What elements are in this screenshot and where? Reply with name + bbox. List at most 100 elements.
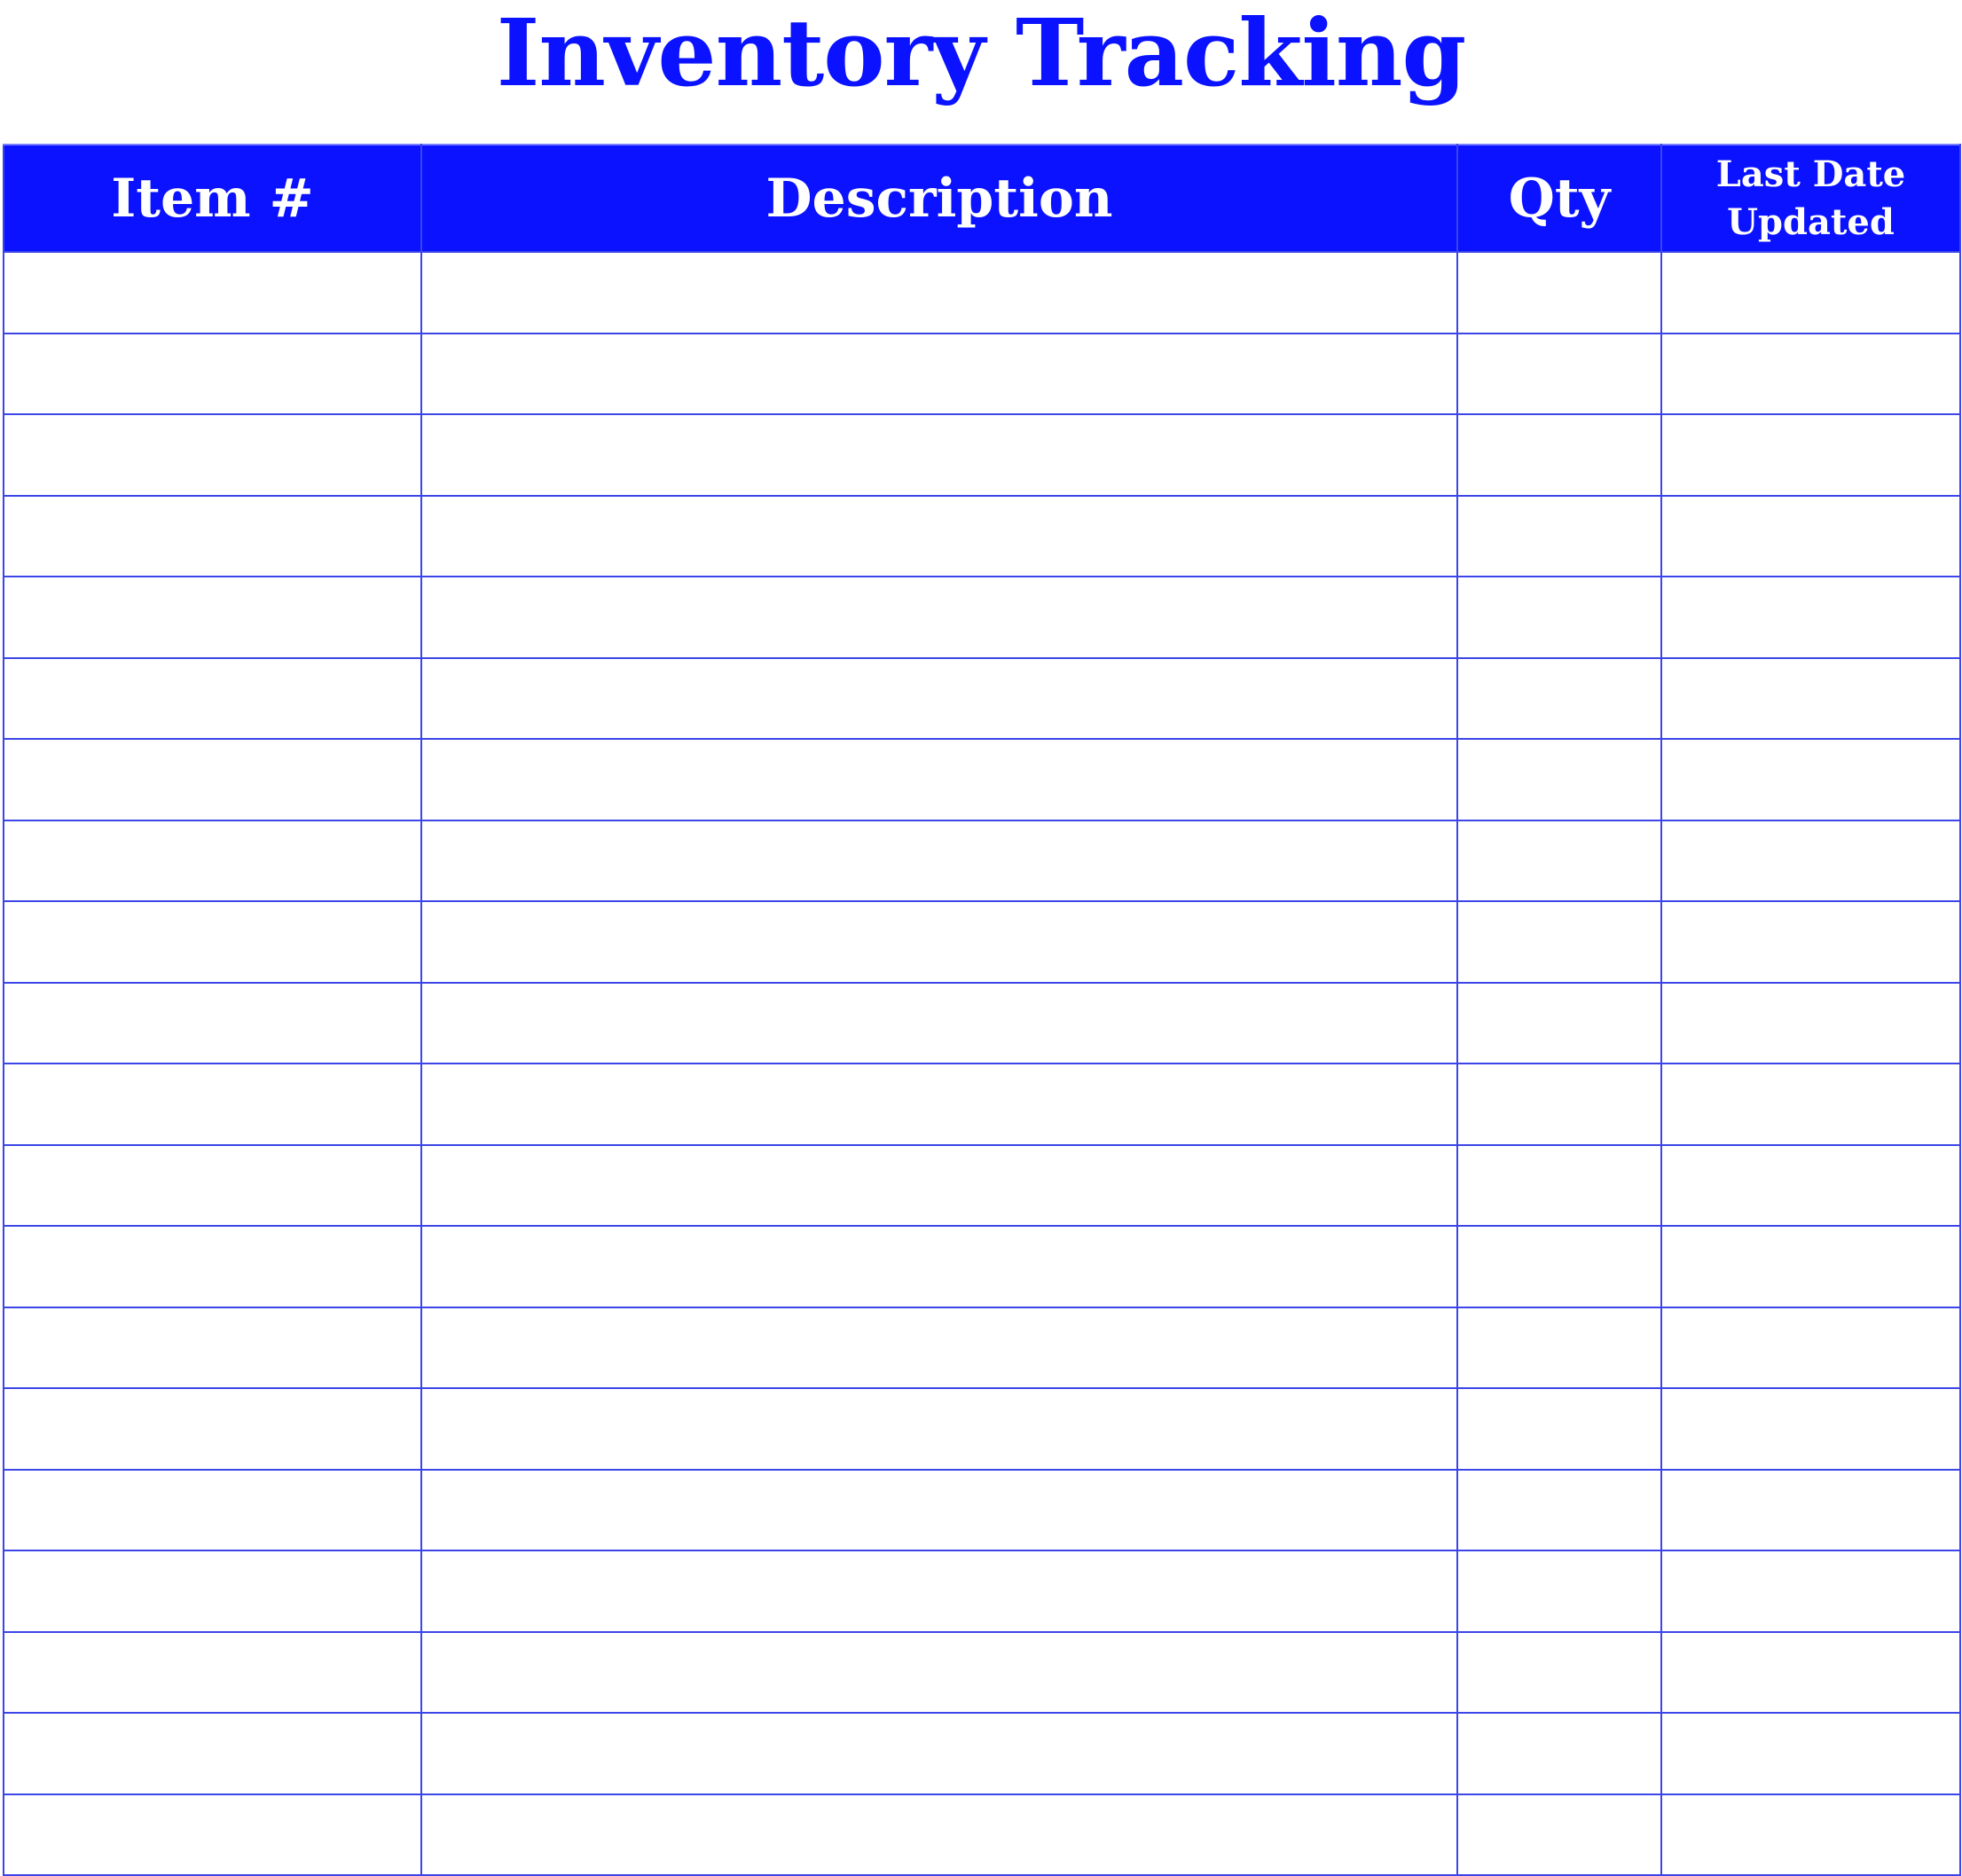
description-cell[interactable] [420, 576, 1458, 659]
last-date-updated-cell[interactable] [1660, 1630, 1961, 1714]
qty-cell[interactable] [1456, 900, 1662, 984]
qty-cell[interactable] [1456, 819, 1662, 902]
last-date-updated-cell[interactable] [1660, 251, 1961, 334]
qty-cell[interactable] [1456, 1712, 1662, 1795]
last-date-updated-cell[interactable] [1660, 1468, 1961, 1551]
last-date-updated-cell[interactable] [1660, 576, 1961, 659]
table-row [3, 1387, 1961, 1471]
description-cell[interactable] [420, 1306, 1458, 1389]
qty-cell[interactable] [1456, 656, 1662, 740]
last-date-updated-cell[interactable] [1660, 332, 1961, 415]
qty-cell[interactable] [1456, 251, 1662, 334]
item-number-cell[interactable] [3, 819, 422, 902]
table-row [3, 1225, 1961, 1308]
qty-cell[interactable] [1456, 494, 1662, 577]
table-row [3, 1063, 1961, 1146]
description-cell[interactable] [420, 819, 1458, 902]
qty-cell[interactable] [1456, 981, 1662, 1064]
item-number-cell[interactable] [3, 1387, 422, 1471]
table-row [3, 1143, 1961, 1227]
qty-cell[interactable] [1456, 332, 1662, 415]
page-title: Inventory Tracking [496, 0, 1467, 107]
table-row [3, 981, 1961, 1064]
table-row [3, 656, 1961, 740]
item-number-cell[interactable] [3, 1630, 422, 1714]
last-date-updated-cell[interactable] [1660, 1712, 1961, 1795]
item-number-cell[interactable] [3, 1063, 422, 1146]
last-date-updated-cell[interactable] [1660, 1225, 1961, 1308]
last-date-updated-cell[interactable] [1660, 738, 1961, 821]
qty-cell[interactable] [1456, 1225, 1662, 1308]
last-date-updated-cell[interactable] [1660, 819, 1961, 902]
description-cell[interactable] [420, 656, 1458, 740]
last-date-updated-cell[interactable] [1660, 1143, 1961, 1227]
description-cell[interactable] [420, 251, 1458, 334]
header-line: Updated [1727, 200, 1895, 243]
item-number-cell[interactable] [3, 1468, 422, 1551]
last-date-updated-cell[interactable] [1660, 1306, 1961, 1389]
qty-cell[interactable] [1456, 413, 1662, 497]
qty-cell[interactable] [1456, 1143, 1662, 1227]
description-cell[interactable] [420, 1468, 1458, 1551]
qty-cell[interactable] [1456, 576, 1662, 659]
item-number-cell[interactable] [3, 1550, 422, 1633]
table-row [3, 494, 1961, 577]
column-header-last-date-updated: Last Date Updated [1660, 144, 1961, 253]
description-cell[interactable] [420, 1712, 1458, 1795]
table-row [3, 738, 1961, 821]
last-date-updated-cell[interactable] [1660, 981, 1961, 1064]
item-number-cell[interactable] [3, 1143, 422, 1227]
qty-cell[interactable] [1456, 1550, 1662, 1633]
item-number-cell[interactable] [3, 413, 422, 497]
table-row [3, 819, 1961, 902]
qty-cell[interactable] [1456, 1793, 1662, 1876]
item-number-cell[interactable] [3, 494, 422, 577]
description-cell[interactable] [420, 1143, 1458, 1227]
qty-cell[interactable] [1456, 1387, 1662, 1471]
table-row [3, 413, 1961, 497]
item-number-cell[interactable] [3, 1793, 422, 1876]
item-number-cell[interactable] [3, 656, 422, 740]
description-cell[interactable] [420, 1387, 1458, 1471]
description-cell[interactable] [420, 1550, 1458, 1633]
item-number-cell[interactable] [3, 1306, 422, 1389]
item-number-cell[interactable] [3, 1712, 422, 1795]
description-cell[interactable] [420, 494, 1458, 577]
item-number-cell[interactable] [3, 332, 422, 415]
last-date-updated-cell[interactable] [1660, 656, 1961, 740]
last-date-updated-cell[interactable] [1660, 1063, 1961, 1146]
column-header-description: Description [420, 144, 1458, 253]
description-cell[interactable] [420, 1793, 1458, 1876]
description-cell[interactable] [420, 1630, 1458, 1714]
qty-cell[interactable] [1456, 738, 1662, 821]
description-cell[interactable] [420, 332, 1458, 415]
description-cell[interactable] [420, 413, 1458, 497]
item-number-cell[interactable] [3, 251, 422, 334]
last-date-updated-cell[interactable] [1660, 1793, 1961, 1876]
inventory-table: Item # Description Qty Last Date Updated [3, 144, 1961, 1876]
qty-cell[interactable] [1456, 1306, 1662, 1389]
description-cell[interactable] [420, 738, 1458, 821]
qty-cell[interactable] [1456, 1468, 1662, 1551]
qty-cell[interactable] [1456, 1630, 1662, 1714]
table-row [3, 332, 1961, 415]
table-row [3, 1793, 1961, 1876]
table-row [3, 1630, 1961, 1714]
item-number-cell[interactable] [3, 576, 422, 659]
last-date-updated-cell[interactable] [1660, 900, 1961, 984]
item-number-cell[interactable] [3, 1225, 422, 1308]
header-line: Last Date [1715, 153, 1906, 195]
item-number-cell[interactable] [3, 900, 422, 984]
last-date-updated-cell[interactable] [1660, 1387, 1961, 1471]
item-number-cell[interactable] [3, 738, 422, 821]
last-date-updated-cell[interactable] [1660, 1550, 1961, 1633]
last-date-updated-cell[interactable] [1660, 413, 1961, 497]
qty-cell[interactable] [1456, 1063, 1662, 1146]
description-cell[interactable] [420, 981, 1458, 1064]
description-cell[interactable] [420, 1063, 1458, 1146]
last-date-updated-cell[interactable] [1660, 494, 1961, 577]
item-number-cell[interactable] [3, 981, 422, 1064]
description-cell[interactable] [420, 1225, 1458, 1308]
column-header-item-number: Item # [3, 144, 422, 253]
description-cell[interactable] [420, 900, 1458, 984]
